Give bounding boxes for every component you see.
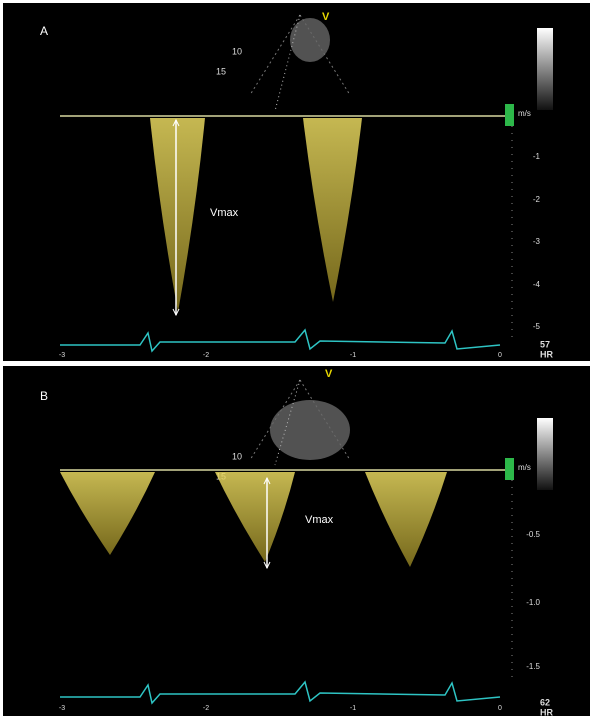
scale-tick-label: -5 <box>533 322 541 331</box>
annotation: Vmax <box>210 207 239 219</box>
hr-label: HR <box>540 349 553 359</box>
annotation: Vmax <box>305 514 334 526</box>
time-tick-label: -1 <box>350 705 356 712</box>
baseline-marker <box>505 104 514 126</box>
depth-mark: 15 <box>216 66 226 76</box>
heart-rate: 57 <box>540 339 550 349</box>
scale-tick-label: -1 <box>533 152 541 161</box>
echo-figure: AV1015m/s-1-2-3-4-5Vmax-3-2-1057HRBV1015… <box>0 0 593 716</box>
gray-scale <box>537 28 553 110</box>
time-tick-label: -3 <box>59 705 65 712</box>
gray-scale <box>537 418 553 490</box>
scale-unit: m/s <box>518 109 531 118</box>
time-tick-label: 0 <box>498 352 502 359</box>
panel-label: A <box>40 24 48 38</box>
probe-image <box>290 18 330 62</box>
depth-mark: 10 <box>232 46 242 56</box>
scale-tick-label: -3 <box>533 237 541 246</box>
depth-mark: 10 <box>232 451 242 461</box>
probe-label: V <box>325 368 333 380</box>
scale-tick-label: -1.5 <box>526 662 540 671</box>
probe-image <box>270 400 350 460</box>
time-tick-label: -1 <box>350 352 356 359</box>
panel-label: B <box>40 389 48 403</box>
scale-tick-label: -4 <box>533 280 541 289</box>
time-tick-label: -3 <box>59 352 65 359</box>
scale-unit: m/s <box>518 463 531 472</box>
time-tick-label: 0 <box>498 705 502 712</box>
scale-tick-label: -2 <box>533 195 541 204</box>
panel-a-bg <box>3 3 590 361</box>
time-tick-label: -2 <box>203 705 209 712</box>
hr-label: HR <box>540 707 553 716</box>
scale-tick-label: -0.5 <box>526 530 540 539</box>
baseline-marker <box>505 458 514 480</box>
scale-tick-label: -1.0 <box>526 598 540 607</box>
probe-label: V <box>322 11 330 23</box>
time-tick-label: -2 <box>203 352 209 359</box>
heart-rate: 62 <box>540 697 550 707</box>
